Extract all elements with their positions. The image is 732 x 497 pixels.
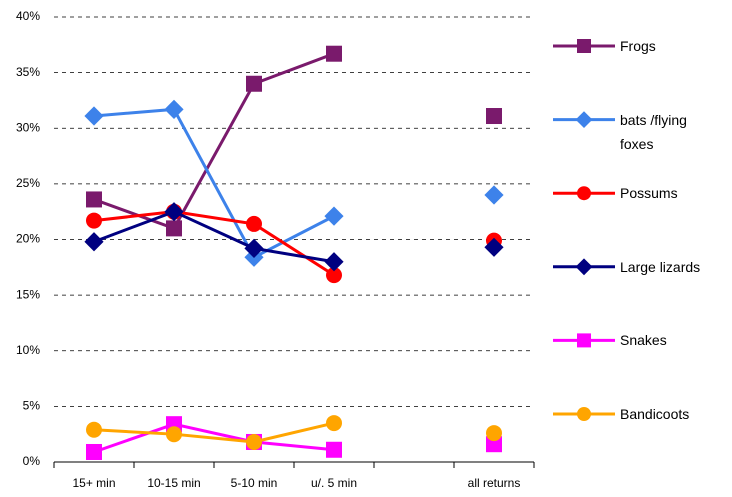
data-point <box>484 185 504 205</box>
x-tick-label: 10-15 min <box>147 476 200 490</box>
data-point <box>86 191 102 208</box>
y-tick-label: 15% <box>16 287 40 301</box>
legend-marker <box>575 258 593 276</box>
x-tick-label: all returns <box>468 476 521 490</box>
data-point <box>484 237 504 257</box>
data-point <box>246 75 262 92</box>
data-point <box>246 215 262 232</box>
legend-marker <box>577 186 591 201</box>
data-point <box>326 415 342 432</box>
data-point <box>326 267 342 284</box>
data-point <box>326 45 342 62</box>
x-tick-label: 15+ min <box>72 476 115 490</box>
data-point <box>324 206 344 226</box>
legend-label: bats /flying foxes <box>620 111 687 152</box>
data-point <box>86 421 102 438</box>
y-tick-label: 40% <box>16 9 40 23</box>
x-tick-label: u/. 5 min <box>311 476 357 490</box>
legend-label: Snakes <box>620 332 667 349</box>
y-tick-label: 30% <box>16 120 40 134</box>
legend-label: Possums <box>620 185 678 202</box>
x-tick-label: 5-10 min <box>231 476 278 490</box>
data-point <box>246 433 262 450</box>
data-point <box>166 426 182 443</box>
legend-marker <box>577 407 591 421</box>
data-point <box>486 108 502 125</box>
y-tick-label: 20% <box>16 232 40 246</box>
data-point <box>326 441 342 458</box>
legend-marker <box>577 333 591 348</box>
y-tick-label: 25% <box>16 176 40 190</box>
data-point <box>84 232 104 252</box>
data-point <box>86 443 102 460</box>
y-tick-label: 0% <box>23 454 41 468</box>
legend-marker <box>577 39 591 53</box>
data-point <box>86 212 102 229</box>
data-point <box>164 99 184 119</box>
y-tick-label: 35% <box>16 65 40 79</box>
y-tick-label: 5% <box>23 399 41 413</box>
series-line <box>94 54 494 229</box>
data-point <box>486 436 502 453</box>
legend-label: Large lizards <box>620 258 701 275</box>
legend-label: Frogs <box>620 38 656 54</box>
data-point <box>324 252 344 272</box>
data-point <box>166 220 182 237</box>
data-point <box>244 238 264 258</box>
series-line <box>94 423 494 442</box>
data-point <box>486 425 502 442</box>
data-point <box>84 106 104 126</box>
series-line <box>94 109 494 257</box>
data-point <box>164 202 184 222</box>
series-line <box>94 424 494 452</box>
y-tick-label: 10% <box>16 343 40 357</box>
legend-marker <box>575 111 593 128</box>
legend-label: Bandicoots <box>620 406 690 422</box>
